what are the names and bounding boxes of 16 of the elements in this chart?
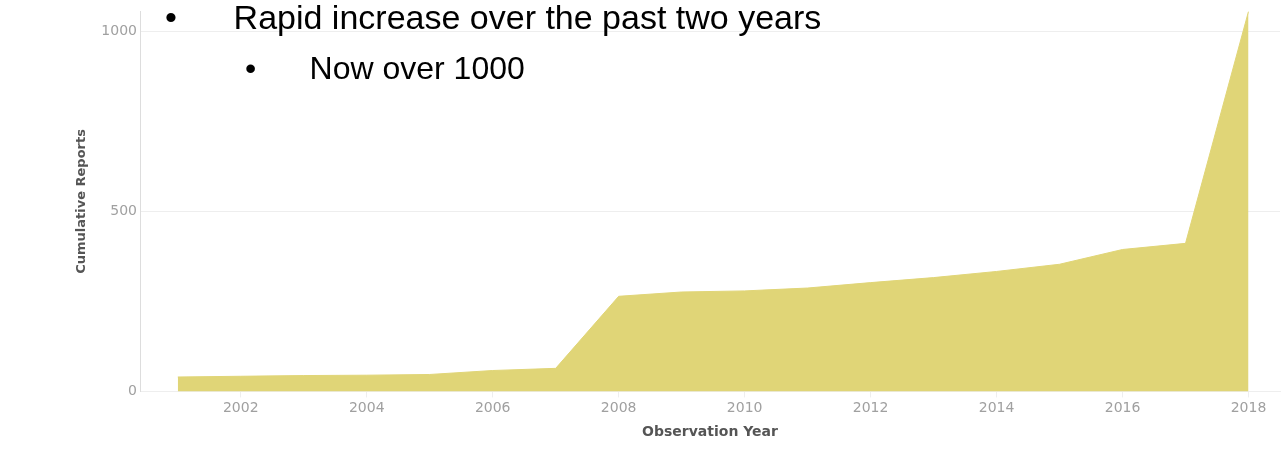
x-tick-label: 2018 <box>1230 399 1267 416</box>
annotation: • Rapid increase over the past two years <box>165 0 822 37</box>
x-tick-label: 2014 <box>978 399 1015 416</box>
x-tick-label: 2004 <box>348 399 385 416</box>
x-tick-label: 2006 <box>474 399 511 416</box>
y-axis-title: Cumulative Reports <box>73 128 89 274</box>
y-tick-label: 500 <box>110 201 137 218</box>
x-tick-label: 2002 <box>222 399 259 416</box>
x-tick-label: 2008 <box>600 399 637 416</box>
annotation: • Now over 1000 <box>245 50 525 87</box>
x-tick-label: 2016 <box>1104 399 1141 416</box>
x-tick-label: 2010 <box>726 399 763 416</box>
y-tick-label: 1000 <box>101 21 137 38</box>
y-tick-label: 0 <box>128 382 137 399</box>
x-axis-title: Observation Year <box>642 423 779 440</box>
x-tick-label: 2012 <box>852 399 889 416</box>
